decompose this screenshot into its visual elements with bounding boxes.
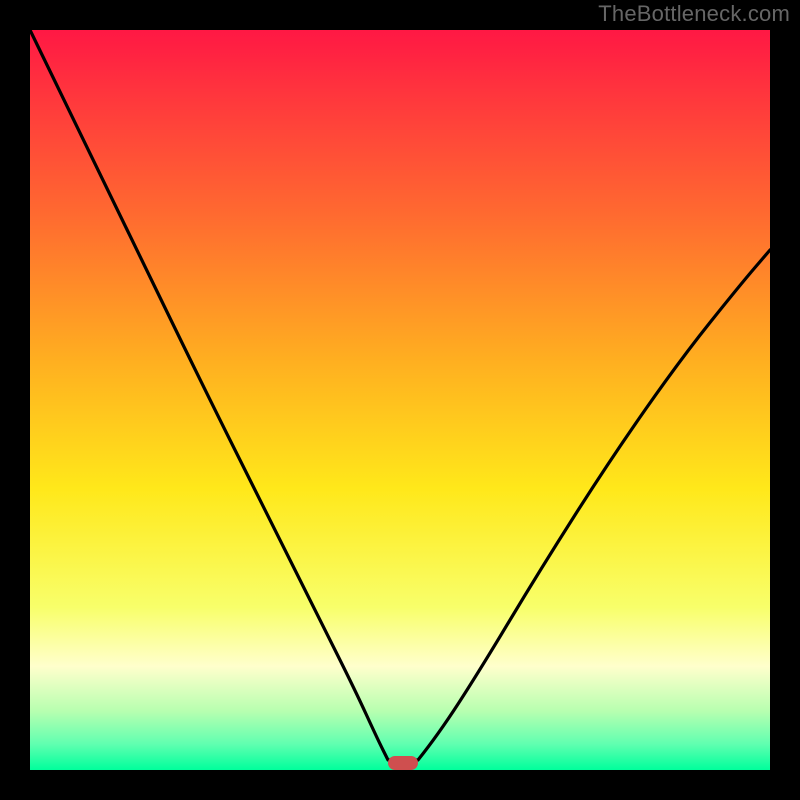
chart-container: { "source_watermark": "TheBottleneck.com… <box>0 0 800 800</box>
watermark-text: TheBottleneck.com <box>598 0 790 28</box>
optimal-marker <box>388 756 418 770</box>
plot-background <box>30 30 770 770</box>
bottleneck-chart <box>0 0 800 800</box>
